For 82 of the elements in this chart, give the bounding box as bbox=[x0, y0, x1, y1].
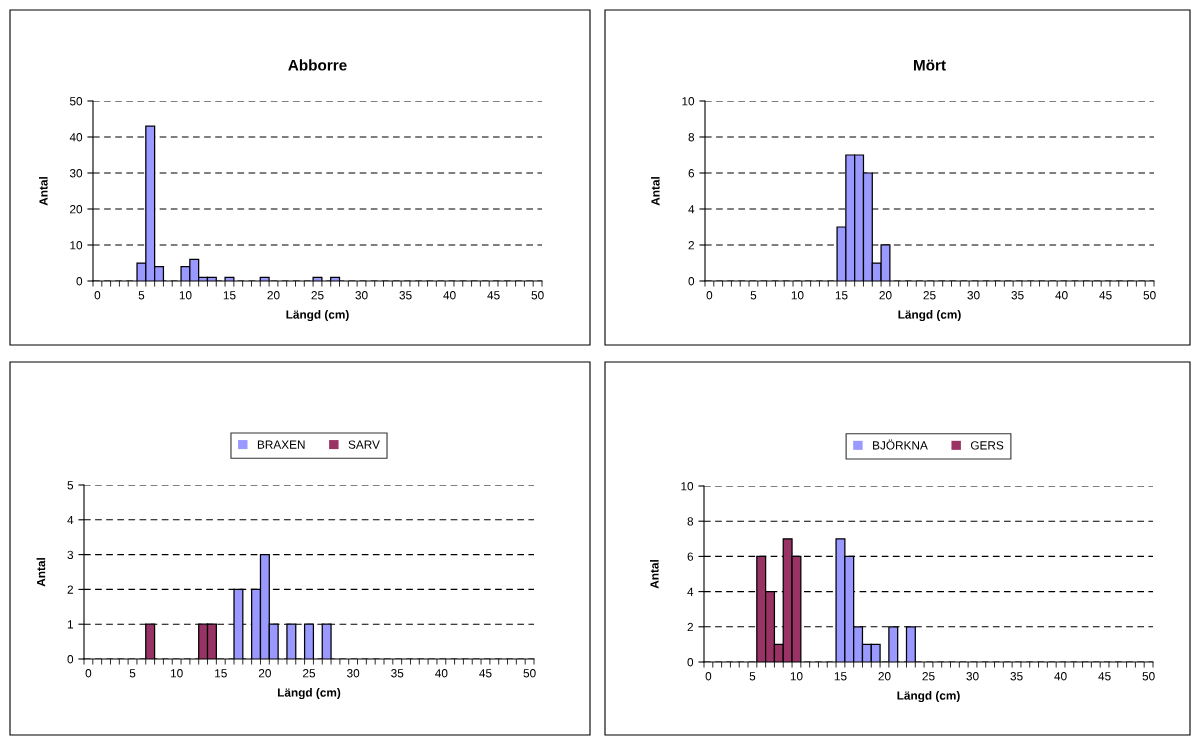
x-tick-label: 15 bbox=[215, 669, 227, 678]
x-tick-label: 25 bbox=[922, 672, 935, 681]
legend-label: BJÖRKNA bbox=[873, 439, 928, 450]
x-tick-label: 25 bbox=[303, 669, 316, 678]
x-tick-label: 5 bbox=[749, 672, 756, 681]
y-tick-label: 40 bbox=[69, 133, 83, 142]
x-tick-label: 40 bbox=[1055, 291, 1068, 300]
y-tick-label: 4 bbox=[688, 205, 695, 214]
y-tick-label: 4 bbox=[67, 515, 74, 525]
x-tick-label: 30 bbox=[355, 291, 368, 300]
x-tick-label: 30 bbox=[967, 291, 980, 300]
chart-title: Mört bbox=[913, 59, 946, 71]
x-tick-label: 35 bbox=[1010, 672, 1023, 681]
x-tick-label: 30 bbox=[966, 672, 979, 681]
x-tick-label: 15 bbox=[834, 672, 847, 681]
y-axis-title: Antal bbox=[651, 177, 660, 206]
x-tick-label: 50 bbox=[523, 669, 536, 678]
x-tick-label: 40 bbox=[1054, 672, 1067, 681]
chart-title: Abborre bbox=[288, 59, 347, 71]
y-axis-title: Antal bbox=[650, 560, 659, 589]
x-tick-label: 0 bbox=[94, 291, 101, 300]
x-tick-label: 45 bbox=[1099, 291, 1112, 300]
x-tick-label: 15 bbox=[223, 291, 236, 300]
x-tick-label: 45 bbox=[479, 669, 492, 678]
x-axis-title: Längd (cm) bbox=[897, 691, 960, 703]
legend-label: GERS bbox=[970, 441, 1004, 450]
x-tick-label: 45 bbox=[1098, 672, 1111, 681]
x-tick-label: 10 bbox=[179, 291, 192, 300]
y-axis-title: Antal bbox=[36, 558, 46, 587]
y-tick-label: 10 bbox=[682, 97, 695, 106]
y-tick-label: 0 bbox=[76, 277, 83, 286]
x-tick-label: 25 bbox=[311, 291, 324, 300]
x-tick-label: 0 bbox=[706, 291, 713, 300]
legend-label: BRAXEN bbox=[257, 440, 305, 449]
y-tick-label: 0 bbox=[67, 655, 74, 664]
x-tick-label: 5 bbox=[750, 291, 757, 300]
y-tick-label: 10 bbox=[70, 241, 83, 250]
x-tick-label: 30 bbox=[347, 669, 360, 678]
x-axis-title: Längd (cm) bbox=[898, 310, 961, 322]
x-tick-label: 45 bbox=[487, 291, 500, 300]
x-tick-label: 50 bbox=[1142, 672, 1155, 681]
legend-label: SARV bbox=[348, 440, 380, 449]
y-axis-title: Antal bbox=[39, 177, 48, 206]
x-tick-label: 35 bbox=[1011, 291, 1024, 300]
x-tick-label: 0 bbox=[85, 669, 92, 678]
y-tick-label: 2 bbox=[687, 622, 693, 632]
y-tick-label: 0 bbox=[688, 277, 695, 286]
y-tick-label: 30 bbox=[69, 169, 83, 178]
y-tick-label: 6 bbox=[687, 552, 694, 561]
y-tick-label: 10 bbox=[681, 482, 694, 491]
x-tick-label: 40 bbox=[435, 669, 448, 678]
y-tick-label: 1 bbox=[67, 620, 74, 629]
x-tick-label: 20 bbox=[267, 291, 280, 300]
y-tick-label: 0 bbox=[687, 658, 694, 667]
x-axis-title: Längd (cm) bbox=[286, 310, 349, 322]
y-tick-label: 5 bbox=[67, 481, 74, 490]
x-tick-label: 20 bbox=[878, 672, 891, 681]
y-tick-label: 20 bbox=[70, 205, 83, 214]
x-tick-label: 10 bbox=[790, 672, 803, 681]
x-tick-label: 15 bbox=[835, 291, 848, 300]
x-tick-label: 0 bbox=[705, 672, 712, 681]
y-tick-label: 2 bbox=[67, 585, 73, 594]
x-tick-label: 40 bbox=[443, 291, 456, 300]
x-tick-label: 5 bbox=[138, 291, 145, 300]
x-tick-label: 10 bbox=[791, 291, 804, 300]
y-tick-label: 3 bbox=[67, 550, 74, 559]
y-tick-label: 8 bbox=[688, 133, 695, 142]
y-tick-label: 4 bbox=[687, 587, 694, 596]
x-tick-label: 25 bbox=[923, 291, 936, 300]
x-tick-label: 20 bbox=[258, 669, 271, 678]
x-tick-label: 20 bbox=[879, 291, 892, 300]
y-tick-label: 50 bbox=[69, 97, 83, 106]
y-tick-label: 8 bbox=[687, 517, 694, 526]
x-tick-label: 35 bbox=[399, 291, 412, 300]
x-tick-label: 50 bbox=[531, 291, 544, 300]
x-tick-label: 35 bbox=[391, 669, 404, 678]
x-tick-label: 50 bbox=[1143, 291, 1156, 300]
x-tick-label: 10 bbox=[170, 669, 183, 678]
x-tick-label: 5 bbox=[129, 669, 136, 678]
y-tick-label: 6 bbox=[688, 169, 695, 178]
y-tick-label: 2 bbox=[688, 241, 694, 250]
x-axis-title: Längd (cm) bbox=[277, 688, 341, 700]
